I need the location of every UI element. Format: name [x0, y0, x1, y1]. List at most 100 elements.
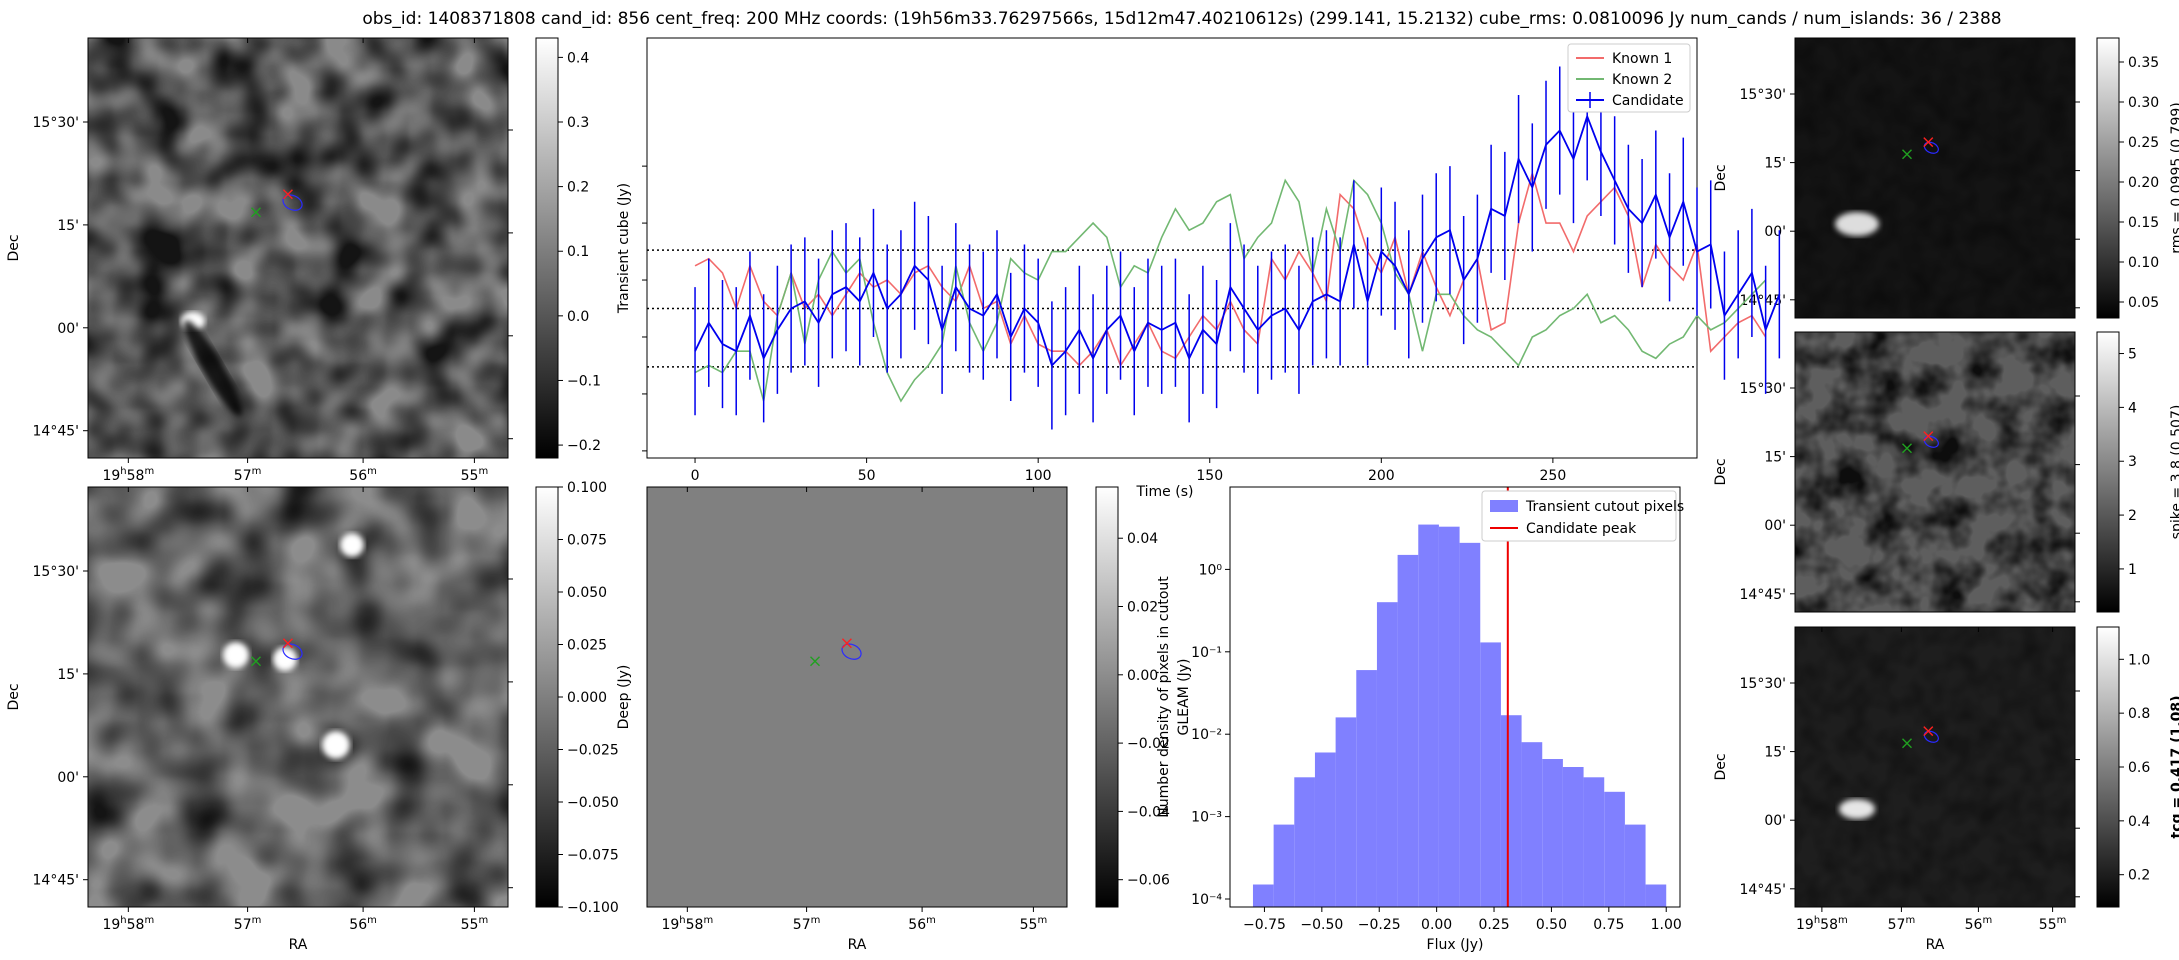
x-tick-label: 19h58m: [661, 915, 713, 933]
histogram-bar: [1376, 602, 1398, 907]
colorbar-tick-label: 0.3: [567, 115, 589, 131]
y-tick-label: 10⁻²: [1191, 727, 1222, 743]
x-tick-label: 100: [1025, 468, 1052, 484]
known-source-marker: [251, 207, 261, 218]
spike-image-panel: 15°30' 15' 00' 14°45' Dec 5 4 3 2 1 spike = 3.8 (0…: [1713, 331, 2179, 613]
y-tick-label: 10⁻¹: [1191, 645, 1222, 661]
legend-label: Known 1: [1612, 51, 1672, 67]
histogram-bar: [1335, 717, 1357, 907]
histogram-legend: Transient cutout pixels Candidate peak: [1481, 490, 1684, 542]
colorbar-tick-label: 5: [2128, 347, 2137, 363]
y-tick-label: 15': [1764, 745, 1786, 761]
candidate-ellipse: [1923, 435, 1939, 448]
x-tick-label: 0: [691, 468, 700, 484]
legend-label: Candidate: [1612, 93, 1684, 109]
colorbar-tick-label: 0.4: [567, 50, 589, 66]
x-tick-label: 0.75: [1593, 917, 1624, 933]
y-tick-label: 14°45': [33, 873, 79, 889]
x-tick-label: −0.75: [1243, 917, 1286, 933]
y-tick-label: 15°30': [1740, 676, 1786, 692]
candidate-ellipse: [1923, 141, 1939, 154]
dark-streak: [184, 320, 242, 416]
x-tick-label: 55m: [461, 466, 489, 484]
colorbar-label: tcg = 0.417 (1.08): [2169, 696, 2179, 839]
colorbar-tick-label: −0.075: [567, 848, 619, 864]
y-tick-label: 10⁻³: [1191, 810, 1222, 826]
colorbar-tick-label: −0.04: [1127, 804, 1170, 820]
x-axis-label: Flux (Jy): [1427, 937, 1484, 953]
y-tick-label: 10⁰: [1199, 562, 1223, 578]
x-tick-label: 57m: [793, 915, 821, 933]
colorbar-tick-label: 0.100: [567, 480, 607, 496]
deep-source-3: [322, 731, 350, 759]
spike-image-texture: [1795, 332, 2075, 612]
tcg-blob: [1839, 799, 1875, 819]
colorbar: [535, 37, 559, 459]
y-tick-label: 15': [1764, 450, 1786, 466]
y-axis-label: Number density of pixels in cutout: [1156, 576, 1172, 818]
colorbar-label: Deep (Jy): [616, 665, 632, 730]
gleam-image-frame: [646, 486, 1068, 908]
x-axis-label: RA: [1926, 937, 1945, 953]
x-tick-label: 50: [858, 468, 876, 484]
histogram-bar: [1438, 526, 1460, 907]
x-tick-label: 1.00: [1651, 917, 1682, 933]
candidate-marker: [282, 638, 293, 649]
x-tick-label: 250: [1540, 468, 1567, 484]
gleam-image-panel: 19h58m 57m 56m 55m RA 0.04 0.02 0.00 −0.02 −0.04 −…: [646, 486, 1192, 953]
colorbar: [2096, 626, 2120, 908]
colorbar-tick-label: 0.04: [1127, 531, 1158, 547]
colorbar-tick-label: 0.000: [567, 690, 607, 706]
deep-source-0: [223, 642, 249, 668]
colorbar-tick-label: 0.30: [2128, 95, 2159, 111]
colorbar-tick-label: 4: [2128, 400, 2137, 416]
x-tick-label: −0.50: [1300, 917, 1343, 933]
colorbar: [535, 486, 559, 908]
colorbar: [2096, 331, 2120, 613]
x-tick-label: −0.25: [1358, 917, 1401, 933]
lightcurve-panel: 0 50 100 150 200 250 Time (s) Known 1 Known 2 Can…: [642, 37, 1781, 500]
legend-label: Transient cutout pixels: [1525, 499, 1684, 515]
y-tick-label: 15': [57, 218, 79, 234]
y-axis-label: Dec: [1713, 458, 1729, 485]
candidate-ellipse: [1923, 730, 1939, 743]
colorbar-tick-label: 0.075: [567, 533, 607, 549]
y-tick-label: 15°30': [33, 115, 79, 131]
y-tick-label: 15°30': [33, 564, 79, 580]
histogram-bar: [1542, 759, 1563, 907]
tcg-image-texture: [1795, 627, 2075, 907]
rms-image-texture: [1795, 38, 2075, 318]
colorbar: [1095, 486, 1119, 908]
y-tick-label: 15': [1764, 156, 1786, 172]
x-tick-label: 57m: [234, 915, 262, 933]
histogram-bar: [1624, 824, 1646, 907]
y-tick-label: 10⁻⁴: [1191, 892, 1222, 908]
y-tick-label: 15': [57, 667, 79, 683]
y-tick-label: 00': [1764, 813, 1786, 829]
colorbar-tick-label: 0.20: [2128, 175, 2159, 191]
candidate-marker: [282, 189, 293, 200]
legend-swatch: [1490, 500, 1518, 512]
colorbar-tick-label: 0.05: [2128, 295, 2159, 311]
lightcurve-frame: [646, 37, 1698, 459]
colorbar-tick-label: 0.050: [567, 585, 607, 601]
histogram-bar: [1562, 767, 1584, 907]
histogram-bar: [1521, 742, 1543, 907]
x-tick-label: 200: [1368, 468, 1395, 484]
colorbar-tick-label: 0.0: [567, 309, 589, 325]
histogram-bar: [1252, 884, 1274, 907]
colorbar-tick-label: 0.6: [2128, 760, 2150, 776]
histogram-bar: [1500, 715, 1522, 907]
colorbar-label: GLEAM (Jy): [1176, 659, 1192, 736]
x-tick-label: 55m: [2039, 915, 2067, 933]
candidate-marker: [1923, 137, 1934, 148]
x-tick-label: 19h58m: [102, 466, 154, 484]
gleam-image-background: [647, 487, 1067, 907]
x-tick-label: 57m: [234, 466, 262, 484]
known-source-marker: [1902, 443, 1912, 454]
histogram-panel: −0.75 −0.50 −0.25 0.00 0.25 0.50 0.75 1.00 10⁻⁴ 1…: [1156, 486, 1684, 953]
x-tick-label: 55m: [1020, 915, 1048, 933]
colorbar-tick-label: 1: [2128, 562, 2137, 578]
y-tick-label: 00': [57, 321, 79, 337]
